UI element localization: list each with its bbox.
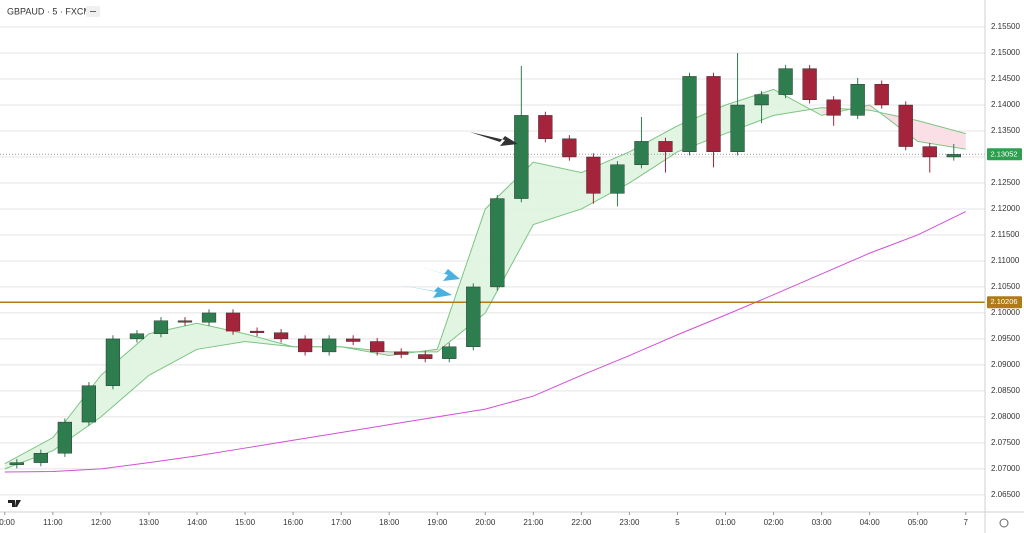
x-tick-label: 5 <box>675 518 680 527</box>
y-tick-label: 2.11000 <box>991 256 1020 265</box>
candle-body <box>850 84 865 116</box>
y-tick-label: 2.12500 <box>991 178 1020 187</box>
ma-band <box>533 162 582 225</box>
x-tick-label: 23:00 <box>619 518 640 527</box>
x-tick-label: 16:00 <box>283 518 304 527</box>
candle-body <box>946 154 961 158</box>
candle-body <box>466 286 481 347</box>
level-label: 2.10206 <box>990 297 1017 306</box>
x-tick-label: 11:00 <box>43 518 63 527</box>
arrow <box>470 132 518 146</box>
x-tick-label: 14:00 <box>187 518 208 527</box>
candle-body <box>802 68 817 101</box>
x-tick-label: 15:00 <box>235 518 256 527</box>
candle-body <box>778 68 793 95</box>
candle-body <box>586 156 601 194</box>
last-price-tag <box>987 148 1022 161</box>
y-tick-label: 2.13500 <box>991 126 1020 135</box>
candle-body <box>201 312 217 323</box>
candle-body <box>610 164 625 194</box>
annotation-arrows <box>400 132 518 298</box>
candle-body <box>394 351 409 355</box>
y-tick-label: 2.14000 <box>991 100 1020 109</box>
candle-body <box>81 385 97 423</box>
candle-body <box>9 462 24 465</box>
candle-body <box>297 338 313 353</box>
chart-title: GBPAUD · 5 · FXCM <box>7 6 91 16</box>
x-tick-label: 21:00 <box>523 518 544 527</box>
level-tag <box>987 296 1022 309</box>
candle-body <box>682 76 697 152</box>
candle-body <box>898 104 913 147</box>
candle-body <box>177 320 193 323</box>
y-tick-label: 2.07500 <box>991 438 1020 447</box>
x-tick-label: 10:00 <box>0 518 15 527</box>
candle-body <box>826 99 841 116</box>
y-tick-label: 2.10000 <box>991 308 1020 317</box>
ma-band <box>100 333 149 417</box>
candle-body <box>754 94 769 106</box>
x-tick-label: 19:00 <box>427 518 448 527</box>
candle-body <box>57 421 72 454</box>
candle-body <box>514 115 529 199</box>
x-tick-label: 22:00 <box>571 518 592 527</box>
candle-body <box>273 332 289 340</box>
x-tick-label: 7 <box>964 518 969 527</box>
y-tick-label: 2.14500 <box>991 74 1020 83</box>
arrow <box>400 285 452 298</box>
settings-icon[interactable] <box>999 518 1009 528</box>
candle-body <box>153 320 169 334</box>
y-tick-label: 2.09500 <box>991 334 1020 343</box>
candle-body <box>346 338 361 342</box>
x-tick-label: 03:00 <box>812 518 833 527</box>
candle-body <box>874 84 889 106</box>
candle-body <box>538 115 553 139</box>
x-tick-label: 20:00 <box>475 518 496 527</box>
x-tick-label: 04:00 <box>860 518 881 527</box>
candle-body <box>730 104 745 152</box>
x-tick-label: 18:00 <box>379 518 400 527</box>
y-tick-label: 2.11500 <box>991 230 1020 239</box>
candle-body <box>490 198 505 288</box>
x-tick-label: 01:00 <box>716 518 737 527</box>
candle-body <box>129 333 145 340</box>
y-tick-label: 2.15000 <box>991 48 1020 57</box>
ma-band <box>197 323 246 350</box>
y-tick-label: 2.09000 <box>991 360 1020 369</box>
y-tick-label: 2.06500 <box>991 490 1020 499</box>
arrow <box>418 266 460 281</box>
x-tick-label: 05:00 <box>908 518 929 527</box>
candle-body <box>658 141 673 152</box>
candle-body <box>105 338 121 386</box>
x-tick-label: 17:00 <box>331 518 352 527</box>
x-tick-label: 12:00 <box>91 518 112 527</box>
ma-band <box>917 120 966 150</box>
plot-area <box>0 26 985 496</box>
y-tick-label: 2.08000 <box>991 412 1020 421</box>
candle-body <box>562 138 577 158</box>
last-price-label: 2.13052 <box>990 149 1017 158</box>
candle-body <box>706 76 721 152</box>
y-tick-label: 2.07000 <box>991 464 1020 473</box>
y-tick-label: 2.15500 <box>991 22 1020 31</box>
moving-average <box>4 211 966 473</box>
y-tick-label: 2.12000 <box>991 204 1020 213</box>
candle-body <box>370 341 385 353</box>
candle-body <box>225 312 241 332</box>
y-tick-label: 2.10500 <box>991 282 1020 291</box>
x-tick-label: 02:00 <box>764 518 785 527</box>
candle-body <box>634 141 649 165</box>
candle-body <box>442 346 457 359</box>
candle-body <box>418 354 433 359</box>
candle-body <box>249 330 265 333</box>
x-tick-label: 13:00 <box>139 518 160 527</box>
candle-body <box>322 338 337 353</box>
y-tick-label: 2.08500 <box>991 386 1020 395</box>
candle-body <box>33 453 48 463</box>
logo <box>8 500 21 507</box>
moving-average <box>4 107 966 470</box>
candle-body <box>922 146 937 158</box>
